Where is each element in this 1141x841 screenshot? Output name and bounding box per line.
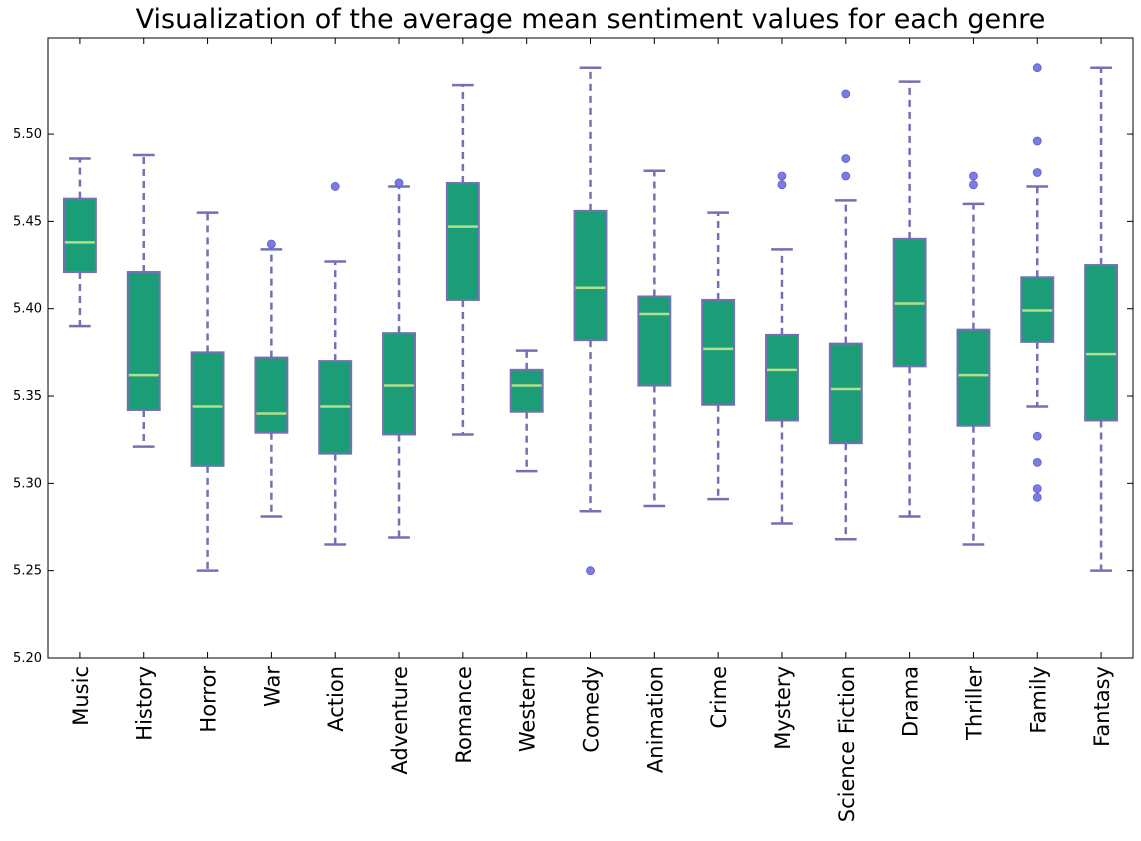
box-fantasy xyxy=(1084,264,1119,422)
y-tick-label: 5.35 xyxy=(13,389,42,404)
outlier-point xyxy=(841,171,851,181)
box-western xyxy=(509,368,544,413)
x-tick-label: Animation xyxy=(643,666,667,773)
outlier-point xyxy=(841,89,851,99)
outlier-point xyxy=(586,566,595,576)
y-tick-label: 5.20 xyxy=(13,651,42,666)
x-tick-label: War xyxy=(260,666,284,707)
outlier-point xyxy=(1032,492,1042,502)
box-comedy xyxy=(573,209,608,342)
y-tick-label: 5.40 xyxy=(13,302,42,317)
x-tick-label: Family xyxy=(1026,666,1050,734)
x-tick-label: Romance xyxy=(452,666,476,764)
box-war xyxy=(254,356,289,434)
x-tick-label: Crime xyxy=(707,666,731,729)
outlier-point xyxy=(1032,457,1042,467)
box-history xyxy=(126,271,161,411)
box-horror xyxy=(190,351,225,467)
box-romance xyxy=(445,181,480,301)
x-tick-label: Drama xyxy=(899,666,923,737)
outlier-point xyxy=(1032,484,1042,493)
y-tick-label: 5.45 xyxy=(13,214,42,229)
x-tick-label: Mystery xyxy=(771,666,795,750)
outlier-point xyxy=(1032,168,1042,177)
outlier-point xyxy=(969,171,978,181)
outlier-point xyxy=(330,182,340,191)
box-mystery xyxy=(765,333,799,422)
x-tick-label: Action xyxy=(324,666,348,732)
box-animation xyxy=(637,295,672,387)
x-tick-label: Adventure xyxy=(388,666,412,775)
x-tick-label: Thriller xyxy=(962,666,986,741)
outlier-point xyxy=(1032,63,1042,73)
x-tick-label: History xyxy=(133,666,157,741)
box-thriller xyxy=(956,328,991,427)
x-tick-label: Science Fiction xyxy=(835,666,859,822)
x-tick-label: Western xyxy=(516,666,540,752)
x-tick-label: Comedy xyxy=(580,666,604,753)
outlier-point xyxy=(394,178,404,188)
outlier-point xyxy=(777,180,787,190)
box-science-fiction xyxy=(828,342,863,445)
outlier-point xyxy=(1032,431,1042,441)
box-crime xyxy=(701,298,736,406)
outlier-point xyxy=(1032,136,1042,146)
x-tick-label: Fantasy xyxy=(1090,666,1114,747)
outlier-point xyxy=(841,154,851,163)
y-tick-label: 5.50 xyxy=(13,127,42,142)
box-adventure xyxy=(382,332,416,436)
outlier-point xyxy=(969,180,978,190)
outlier-point xyxy=(266,239,276,249)
x-tick-label: Music xyxy=(69,666,93,726)
box-music xyxy=(62,197,97,274)
y-tick-label: 5.25 xyxy=(13,564,42,579)
outlier-point xyxy=(777,171,787,181)
x-tick-label: Horror xyxy=(197,666,221,733)
y-tick-label: 5.30 xyxy=(13,476,42,491)
chart-title: Visualization of the average mean sentim… xyxy=(135,4,1046,35)
